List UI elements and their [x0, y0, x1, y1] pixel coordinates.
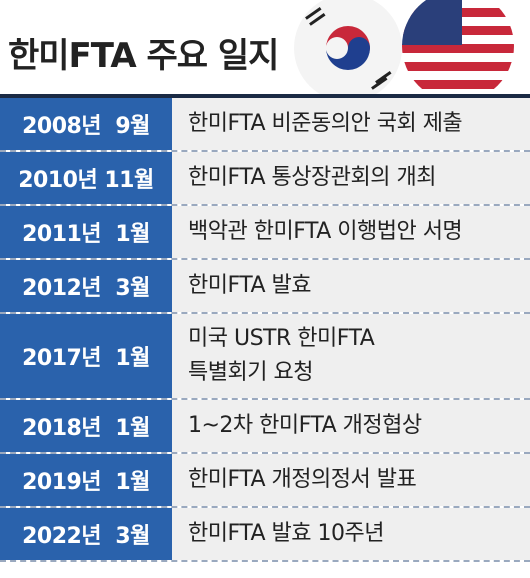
event-cell: 미국 USTR 한미FTA 특별회기 요청 [172, 314, 530, 398]
event-line: 한미FTA 비준동의안 국회 제출 [188, 111, 463, 136]
event-line: 한미FTA 통상장관회의 개최 [188, 165, 436, 190]
table-row: 2022년 3월 한미FTA 발효 10주년 [0, 508, 530, 562]
date-cell: 2022년 3월 [0, 508, 172, 560]
event-line: 백악관 한미FTA 이행법안 서명 [188, 219, 463, 244]
table-row: 2008년 9월 한미FTA 비준동의안 국회 제출 [0, 98, 530, 152]
event-cell: 한미FTA 비준동의안 국회 제출 [172, 98, 530, 150]
event-line: 한미FTA 개정의정서 발표 [188, 467, 417, 492]
table-row: 2018년 1월 1~2차 한미FTA 개정협상 [0, 400, 530, 454]
event-cell: 한미FTA 발효 10주년 [172, 508, 530, 560]
timeline-table: 2008년 9월 한미FTA 비준동의안 국회 제출 2010년 11월 한미FTA … [0, 94, 530, 562]
event-cell: 한미FTA 개정의정서 발표 [172, 454, 530, 506]
date-cell: 2011년 1월 [0, 206, 172, 258]
table-row: 2012년 3월 한미FTA 발효 [0, 260, 530, 314]
event-line: 1~2차 한미FTA 개정협상 [188, 413, 422, 438]
korea-flag [294, 0, 402, 94]
event-cell: 한미FTA 발효 [172, 260, 530, 312]
table-row: 2010년 11월 한미FTA 통상장관회의 개최 [0, 152, 530, 206]
date-cell: 2010년 11월 [0, 152, 172, 204]
date-cell: 2012년 3월 [0, 260, 172, 312]
event-line: 특별회기 요청 [188, 360, 313, 385]
table-row: 2017년 1월 미국 USTR 한미FTA 특별회기 요청 [0, 314, 530, 400]
date-cell: 2017년 1월 [0, 314, 172, 398]
event-line: 한미FTA 발효 [188, 273, 312, 298]
date-cell: 2019년 1월 [0, 454, 172, 506]
table-row: 2011년 1월 백악관 한미FTA 이행법안 서명 [0, 206, 530, 260]
flags [294, 0, 514, 94]
event-cell: 1~2차 한미FTA 개정협상 [172, 400, 530, 452]
event-cell: 한미FTA 통상장관회의 개최 [172, 152, 530, 204]
table-row: 2019년 1월 한미FTA 개정의정서 발표 [0, 454, 530, 508]
date-cell: 2008년 9월 [0, 98, 172, 150]
title: 한미FTA 주요 일지 [8, 36, 279, 76]
event-line: 한미FTA 발효 10주년 [188, 521, 384, 546]
us-flag [402, 0, 514, 94]
date-cell: 2018년 1월 [0, 400, 172, 452]
event-cell: 백악관 한미FTA 이행법안 서명 [172, 206, 530, 258]
event-line: 미국 USTR 한미FTA [188, 326, 375, 351]
